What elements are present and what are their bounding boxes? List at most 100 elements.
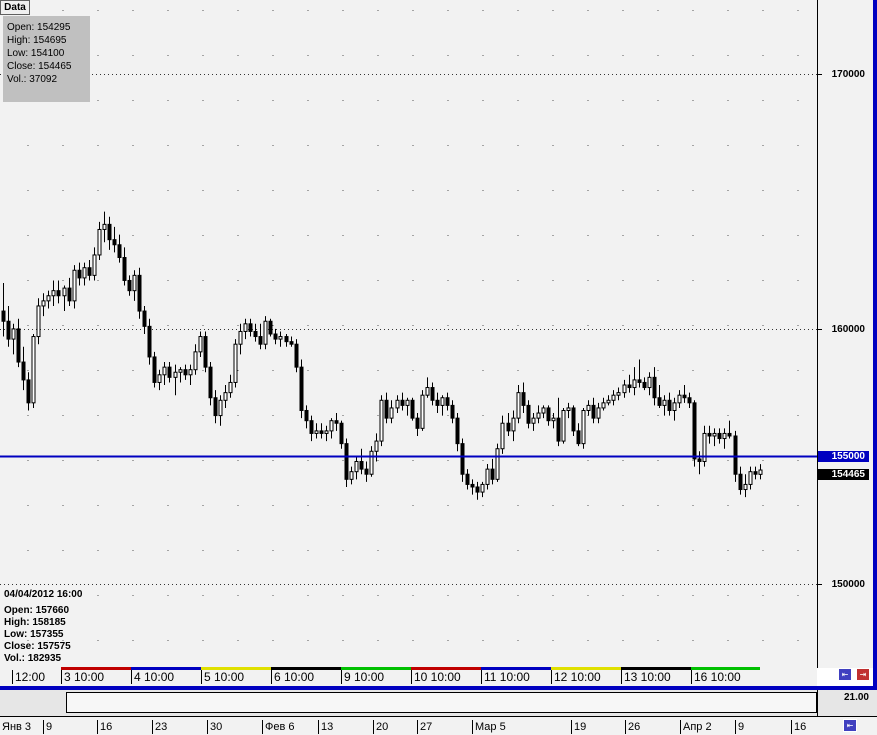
candle-body <box>162 366 167 376</box>
candle <box>319 423 324 439</box>
date-label: 16 <box>791 720 806 734</box>
candle-body <box>127 279 132 292</box>
candle-body <box>511 417 516 432</box>
candle-body <box>147 325 152 358</box>
bar-info-panel: 04/04/2012 16:00 Open: 157660 High: 1581… <box>4 589 82 665</box>
candle-body <box>334 420 339 424</box>
bar-datetime: 04/04/2012 16:00 <box>4 589 83 600</box>
session-strip <box>411 667 481 670</box>
candle <box>263 316 268 350</box>
candle <box>702 425 707 467</box>
candle <box>329 418 334 439</box>
date-label: Апр 2 <box>680 720 712 734</box>
candle <box>576 423 581 447</box>
candle <box>238 323 243 355</box>
panel-divider[interactable] <box>0 686 877 690</box>
candle <box>435 392 440 414</box>
session-label: 16 10:00 <box>691 670 741 684</box>
candle-body <box>410 399 415 419</box>
candle-body <box>415 417 420 429</box>
candle-body <box>21 361 26 381</box>
candle-body <box>41 300 46 307</box>
info-high: High: 154695 <box>7 35 67 46</box>
candle-body <box>627 384 632 389</box>
candle <box>722 428 727 449</box>
session-strip <box>201 667 271 670</box>
candle <box>122 247 127 286</box>
session-label: 6 10:00 <box>271 670 314 684</box>
candle <box>743 474 748 498</box>
candle-body <box>445 397 450 406</box>
data-tab[interactable]: Data <box>0 0 30 15</box>
candle-body <box>758 469 763 475</box>
candle <box>344 438 349 487</box>
candle-body <box>485 468 490 485</box>
candle-body <box>738 473 743 491</box>
session-strip <box>131 667 201 670</box>
candle-body <box>460 443 465 475</box>
candle <box>511 410 516 442</box>
price-tick-label: 170000 <box>831 68 865 80</box>
candle <box>546 405 551 426</box>
candle-body <box>132 274 137 292</box>
time-axis[interactable] <box>0 668 817 686</box>
candle <box>31 334 36 408</box>
session-strip <box>341 667 411 670</box>
candle-body <box>450 404 455 419</box>
candle <box>440 395 445 416</box>
candle-body <box>319 430 324 434</box>
candle <box>147 318 152 365</box>
candle-body <box>157 374 162 383</box>
candle <box>485 464 490 490</box>
candle-body <box>702 432 707 462</box>
date-scroll-icon[interactable]: ⇤ <box>843 719 857 732</box>
candle-body <box>233 343 238 383</box>
candle <box>410 397 415 421</box>
candle <box>142 305 147 334</box>
date-label: 23 <box>152 720 167 734</box>
candle <box>102 211 107 243</box>
candle <box>339 420 344 449</box>
candle <box>536 405 541 424</box>
scroll-right-icon[interactable]: ⇥ <box>856 668 870 681</box>
candle <box>16 318 21 368</box>
plot-area[interactable] <box>0 0 817 668</box>
candle-body <box>167 366 172 378</box>
candle <box>707 425 712 444</box>
candle <box>72 265 77 309</box>
candle-body <box>541 407 546 414</box>
candle-body <box>561 409 566 442</box>
candle-body <box>284 336 289 343</box>
price-tick-label: 150000 <box>831 578 865 590</box>
candle <box>193 344 198 375</box>
candle <box>248 318 253 337</box>
candle-body <box>87 267 92 276</box>
candle-body <box>405 399 410 406</box>
indicator-panel[interactable] <box>66 692 817 713</box>
candle <box>324 425 329 442</box>
candle-body <box>67 287 72 302</box>
candle <box>460 438 465 482</box>
bar-close: Close: 157575 <box>4 641 71 652</box>
candle <box>294 339 299 373</box>
candle-body <box>26 379 31 404</box>
candle <box>475 481 480 500</box>
candle-body <box>349 471 354 480</box>
candle-body <box>637 379 642 383</box>
candle <box>395 395 400 414</box>
candle <box>551 413 556 429</box>
candle-body <box>389 407 394 419</box>
candle <box>299 359 304 419</box>
date-label: 30 <box>207 720 222 734</box>
date-axis[interactable] <box>0 716 877 735</box>
candle <box>157 369 162 391</box>
candle <box>657 384 662 408</box>
session-label: 10 10:00 <box>411 670 461 684</box>
price-axis[interactable] <box>818 0 873 668</box>
scroll-left-icon[interactable]: ⇤ <box>838 668 852 681</box>
candle-body <box>687 397 692 404</box>
candle <box>127 275 132 296</box>
bar-vol: Vol.: 182935 <box>4 653 62 664</box>
candle-body <box>596 407 601 419</box>
